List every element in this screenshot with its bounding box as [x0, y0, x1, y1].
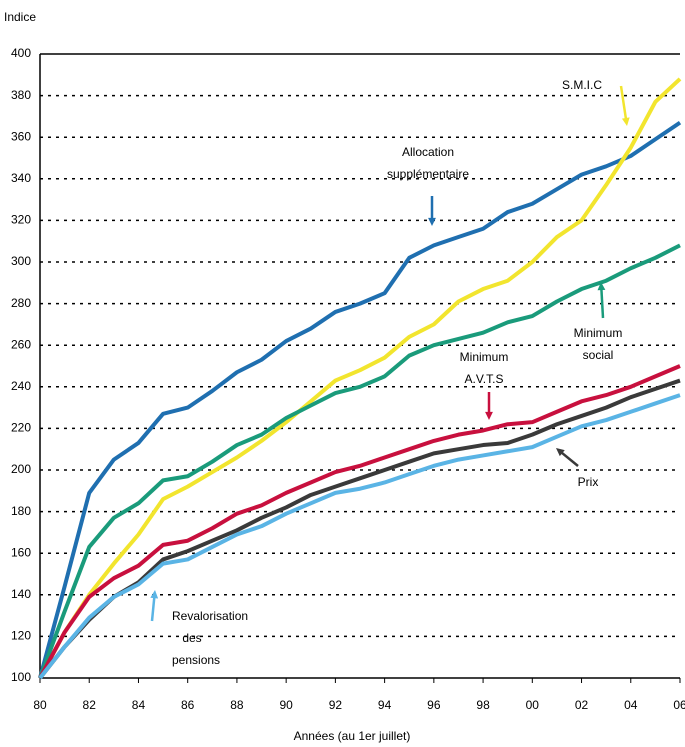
y-tick-label: 400: [11, 46, 31, 60]
y-tick-label: 260: [11, 337, 31, 351]
y-tick-label: 320: [11, 213, 31, 227]
arrow: [600, 287, 605, 319]
x-tick-label: 04: [624, 698, 638, 712]
x-tick-label: 96: [427, 698, 441, 712]
arrow: [619, 85, 628, 121]
x-tick-label: 86: [181, 698, 195, 712]
series-label: Allocation supplémentaire: [386, 145, 470, 181]
x-tick-label: 02: [575, 698, 589, 712]
arrow-head: [621, 117, 630, 126]
y-tick-label: 360: [11, 129, 31, 143]
x-tick-label: 88: [230, 698, 244, 712]
arrow-head: [556, 448, 565, 457]
x-axis-label: Années (au 1er juillet): [294, 729, 411, 743]
series-label: S.M.I.C: [561, 78, 602, 92]
y-tick-label: 200: [11, 462, 31, 476]
series-line: [38, 120, 682, 679]
y-axis-label: Indice: [4, 10, 36, 24]
y-tick-label: 140: [11, 587, 31, 601]
y-tick-label: 340: [11, 171, 31, 185]
series-label: Minimum social: [573, 326, 623, 362]
x-tick-label: 80: [33, 698, 47, 712]
x-tick-label: 94: [378, 698, 392, 712]
y-tick-label: 280: [11, 296, 31, 310]
series-label: Minimum A.V.T.S: [459, 350, 509, 386]
series-line: [38, 364, 681, 679]
series-label: Prix: [577, 475, 599, 489]
y-tick-label: 220: [11, 421, 31, 435]
series-line: [38, 378, 681, 680]
x-tick-label: 00: [526, 698, 540, 712]
series-label: Revalorisation des pensions: [172, 609, 249, 667]
y-tick-label: 240: [11, 379, 31, 393]
x-tick-label: 06: [673, 698, 685, 712]
x-tick-label: 92: [329, 698, 343, 712]
y-tick-label: 160: [11, 545, 31, 559]
y-tick-label: 120: [11, 629, 31, 643]
y-tick-label: 300: [11, 254, 31, 268]
arrow-head: [150, 590, 159, 599]
x-tick-label: 84: [132, 698, 146, 712]
series-line: [38, 77, 682, 679]
arrow: [150, 595, 156, 622]
arrow: [559, 450, 579, 467]
arrow-head: [485, 411, 493, 420]
y-tick-label: 100: [11, 670, 31, 684]
x-tick-label: 98: [476, 698, 490, 712]
series-line: [38, 243, 681, 679]
x-tick-label: 82: [83, 698, 97, 712]
series-line: [38, 393, 681, 680]
arrow-head: [428, 217, 436, 226]
x-tick-label: 90: [279, 698, 293, 712]
y-tick-label: 380: [11, 88, 31, 102]
arrow-head: [597, 282, 606, 291]
y-tick-label: 180: [11, 504, 31, 518]
